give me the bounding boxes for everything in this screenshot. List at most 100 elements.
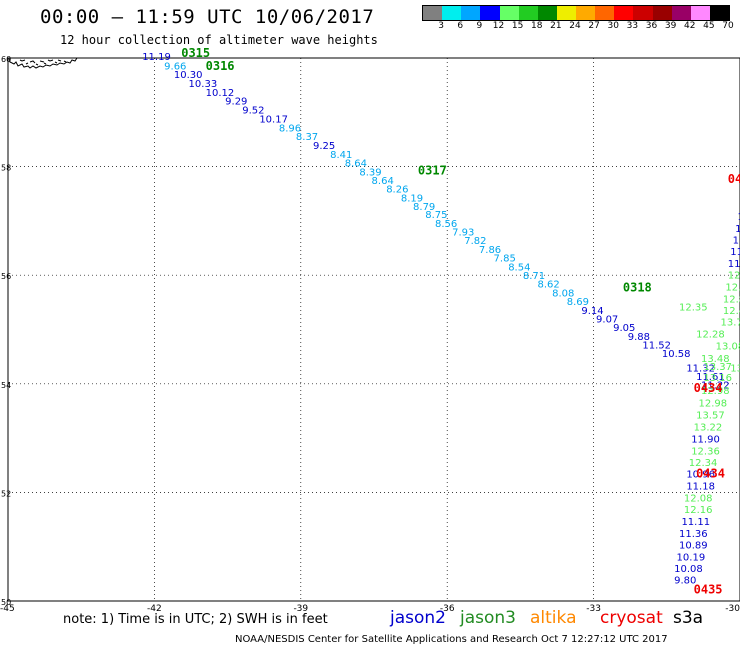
swh-value: 11.19 [142,52,171,63]
lat-tick-label: 52 [1,489,11,498]
swh-value: 8.56 [435,219,457,230]
swh-value: 10.89 [679,540,708,551]
swh-value: 11.90 [691,434,720,445]
swh-value: 9.07 [596,314,618,325]
swh-value: 12.55 [728,270,740,281]
page-title: 00:00 – 11:59 UTC 10/06/2017 [40,6,375,28]
color-scale-swatch [480,6,500,20]
color-scale-swatch [576,6,596,20]
swh-value: 8.69 [567,297,589,308]
swh-value: 7.85 [494,254,516,265]
pass-label: 0435 [728,172,740,186]
swh-value: 12.16 [684,505,713,516]
satellite-legend-altika: altika [530,608,577,628]
swh-value: 13.16 [703,373,732,384]
swh-value: 13.08 [716,342,740,353]
swh-value: 10.08 [674,564,703,575]
swh-value: 11.18 [686,482,715,493]
greenland-coastline [8,57,78,69]
swh-value: 8.19 [401,193,423,204]
color-scale-label: 12 [492,21,505,31]
color-scale-swatch [652,6,672,20]
swh-value: 12.30 [725,282,740,293]
color-scale-label: 70 [722,21,734,31]
swh-value: 9.80 [674,576,696,587]
page-subtitle: 12 hour collection of altimeter wave hei… [60,33,378,47]
color-scale-label: 30 [607,21,619,31]
swh-value: 12.84 [723,294,740,305]
pass-label: 0315 [181,46,210,60]
color-scale-label: 18 [531,21,543,31]
lat-tick-label: 60 [1,55,11,64]
swh-value: 10.91 [738,212,740,223]
swh-value: 10.27 [735,224,740,235]
swh-value: 8.71 [523,271,545,282]
swh-value: 11.22 [701,381,730,392]
color-scale-swatch [709,6,729,20]
swh-value: 12.36 [691,446,720,457]
color-scale-swatch [690,6,710,20]
swh-value: 13.37 [703,362,732,373]
pass-label: 0434 [694,381,723,395]
swh-value: 10.33 [189,79,218,90]
color-scale-swatch [518,6,538,20]
swh-value: 10.96 [686,470,715,481]
swh-value: 13.71 [720,318,740,329]
swh-value: 10.17 [259,115,288,126]
swh-value: 10.30 [174,70,203,81]
swh-value: 11.04 [730,247,740,258]
color-scale-swatch [537,6,557,20]
swh-value: 8.41 [330,150,352,161]
swh-value: 11.32 [686,363,715,374]
axis-tick-labels: -45 -42 -39 -36 -33 -30 60 58 56 54 52 50 [0,55,740,614]
swh-value: 12.98 [699,399,728,410]
swh-value: 11.52 [642,341,671,352]
lat-tick-label: 54 [1,381,11,390]
swh-value: 12.28 [696,330,725,341]
swh-value: 12.98 [701,386,730,397]
color-scale-swatch [633,6,653,20]
color-scale-swatch [461,6,481,20]
lat-lon-grid [8,58,740,601]
swh-value: 10.58 [662,349,691,360]
lon-tick-label: -45 [0,604,15,614]
swh-value: 9.25 [313,141,335,152]
swh-value: 9.29 [225,97,247,108]
lat-tick-label: 50 [1,598,11,607]
swh-value: 7.86 [479,245,501,256]
swh-value: 13.48 [701,354,730,365]
swh-value: 8.54 [508,262,530,273]
color-scale-swatch [614,6,634,20]
swh-value: 8.96 [279,123,301,134]
pass-label: 0318 [623,280,652,294]
color-scale-swatch [671,6,691,20]
swh-value: 11.14 [728,259,740,270]
swh-value: 12.45 [723,306,740,317]
swh-value: 8.26 [386,185,408,196]
color-scale-swatch [499,6,519,20]
color-scale-label: 36 [645,21,658,31]
color-scale-swatch [556,6,576,20]
map-frame [7,57,740,602]
swh-value: 9.14 [581,306,603,317]
swh-value: 8.64 [372,176,394,187]
satellite-legend-s3a: s3a [673,608,704,628]
color-scale-label: 33 [626,21,639,31]
swh-value: 13.22 [694,422,723,433]
satellite-legend-cryosat: cryosat [600,608,663,628]
color-scale-swatch [442,6,462,20]
color-scale-swatch [595,6,615,20]
lon-tick-label: -39 [293,604,308,614]
pass-label: 0434 [696,467,725,481]
wave-height-color-scale [422,5,730,21]
pass-label: 0316 [206,59,235,73]
color-scale-label: 42 [684,21,696,31]
swh-value: 9.66 [164,61,186,72]
color-scale-label: 24 [569,21,581,31]
swh-value: 8.08 [552,288,574,299]
satellite-legend-jason3: jason3 [460,608,516,628]
swh-value: 9.52 [242,105,264,116]
swh-value: 8.64 [345,159,367,170]
